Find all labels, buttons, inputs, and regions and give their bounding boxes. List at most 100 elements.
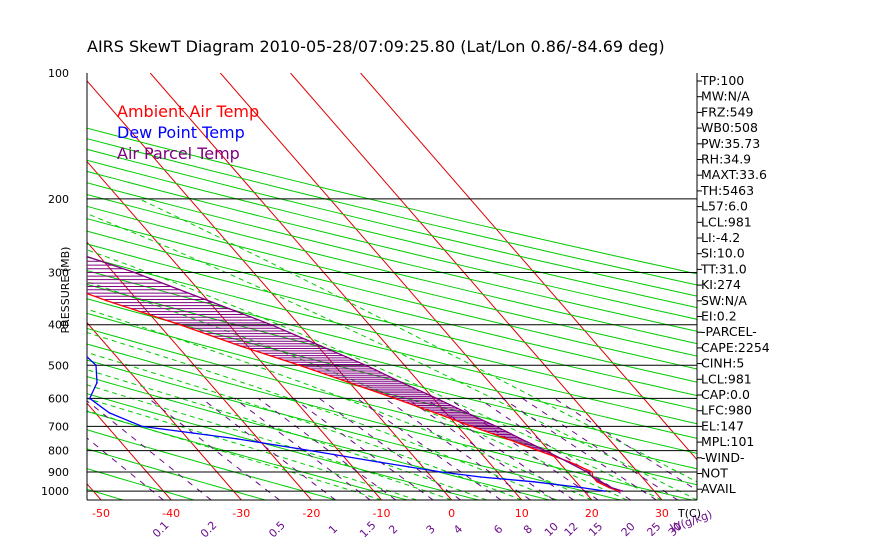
dewpoint-temp-point xyxy=(75,345,77,347)
dry-adiabat-line xyxy=(87,205,697,357)
axis-labels: 1002003004005006007008009001000-120-110-… xyxy=(41,67,714,541)
index-item: TH:5463 xyxy=(700,183,754,198)
pressure-tick-label: 400 xyxy=(48,319,69,332)
moist-adiabat-line xyxy=(87,213,697,500)
dry-adiabat-line xyxy=(87,327,697,486)
dewpoint-temp-point xyxy=(95,364,97,367)
parcel-temp-point xyxy=(520,438,522,440)
isotherm-line xyxy=(87,483,102,500)
dewpoint-temp-line xyxy=(87,355,606,492)
index-item: RH:34.9 xyxy=(701,152,751,167)
index-item: CAP:0.0 xyxy=(701,387,750,402)
mixing-ratio-tick-label: 0.1 xyxy=(150,519,172,541)
parcel-temp-line xyxy=(87,255,623,492)
mixing-ratio-line xyxy=(319,397,461,500)
mixing-ratio-line xyxy=(406,397,555,500)
index-item: EI:0.2 xyxy=(701,309,737,324)
parcel-temp-point xyxy=(270,323,272,326)
mixing-ratio-tick-label: 12 xyxy=(562,520,581,539)
moist-adiabat-line xyxy=(87,369,487,500)
dewpoint-temp-point xyxy=(440,471,443,473)
ambient-temp-point xyxy=(596,481,598,483)
moist-adiabat-line xyxy=(87,384,452,500)
y-axis-label: PRESSURE (MB) xyxy=(59,247,72,334)
parcel-temp-point xyxy=(600,481,603,483)
bottom-temp-tick-label: 30 xyxy=(655,507,669,520)
t-unit-label: T(C) xyxy=(677,507,701,520)
pressure-tick-label: 800 xyxy=(48,445,69,458)
pressure-tick-label: 600 xyxy=(48,392,69,405)
pressure-tick-label: 500 xyxy=(48,359,69,372)
dry-adiabat-line xyxy=(87,256,697,411)
index-item: PW:35.73 xyxy=(701,136,760,151)
dry-adiabat-line xyxy=(87,218,697,370)
parcel-temp-point xyxy=(586,471,588,473)
index-item: SW:N/A xyxy=(701,293,747,308)
series-layer xyxy=(35,239,624,492)
pressure-tick-label: 100 xyxy=(48,67,69,80)
dry-adiabat-line xyxy=(87,283,697,439)
index-item: TP:100 xyxy=(700,73,744,88)
mixing-ratio-line xyxy=(201,397,336,500)
dewpoint-temp-point xyxy=(108,412,111,414)
bottom-temp-tick-label: 0 xyxy=(448,507,455,520)
isotherm-line xyxy=(149,73,523,500)
index-item: KI:274 xyxy=(701,277,741,292)
ambient-temp-point xyxy=(434,412,437,414)
mixing-ratio-tick-label: 0.2 xyxy=(198,519,220,541)
index-item: FRZ:549 xyxy=(701,104,754,119)
parcel-temp-point xyxy=(621,490,624,492)
parcel-temp-point xyxy=(610,486,612,489)
mixing-ratio-line xyxy=(293,397,434,500)
dry-adiabat-line xyxy=(87,193,697,345)
ambient-temp-point xyxy=(348,381,351,384)
dry-adiabat-line xyxy=(87,230,697,383)
mixing-ratio-tick-label: 3 xyxy=(424,522,438,536)
isotherm-line xyxy=(87,402,172,500)
index-item: EL:147 xyxy=(701,418,744,433)
mixing-ratio-tick-label: 4 xyxy=(451,522,465,536)
mixing-ratio-tick-label: 15 xyxy=(586,520,605,539)
index-item: LCL:981 xyxy=(701,371,752,386)
mixing-ratio-tick-label: 1.5 xyxy=(357,519,379,541)
bottom-temp-tick-label: -10 xyxy=(372,507,390,520)
isotherm-line xyxy=(87,321,242,500)
mixing-ratio-line xyxy=(233,398,371,500)
mixing-ratio-tick-label: 6 xyxy=(491,522,505,536)
index-item: MW:N/A xyxy=(701,89,750,104)
ambient-temp-point xyxy=(537,449,540,452)
pressure-tick-label: 200 xyxy=(48,193,69,206)
ambient-temp-point xyxy=(179,323,181,326)
dry-adiabat-line xyxy=(87,312,697,470)
dewpoint-temp-point xyxy=(375,460,377,463)
ambient-temp-point xyxy=(105,299,107,302)
parcel-temp-point xyxy=(365,364,367,367)
legend-dewpoint: Dew Point Temp xyxy=(117,123,245,142)
parcel-temp-point xyxy=(544,449,547,452)
bottom-temp-tick-label: -30 xyxy=(232,507,250,520)
parcel-temp-point xyxy=(436,397,438,400)
bottom-temp-tick-label: -50 xyxy=(92,507,110,520)
isotherm-line xyxy=(0,73,31,500)
index-item: TT:31.0 xyxy=(700,261,747,276)
mixing-ratio-line xyxy=(356,397,502,500)
index-item: LFC:980 xyxy=(701,403,752,418)
mixing-ratio-tick-label: 2 xyxy=(386,522,400,536)
dry-adiabat-line xyxy=(87,298,697,454)
dewpoint-temp-point xyxy=(141,425,143,428)
dry-adiabat-line xyxy=(87,138,697,286)
dry-adiabat-line xyxy=(87,376,552,500)
dry-adiabat-line xyxy=(87,127,697,275)
moist-adiabat-line xyxy=(87,281,628,500)
dewpoint-temp-point xyxy=(96,381,98,384)
index-item: AVAIL xyxy=(701,481,736,496)
pressure-tick-label: 300 xyxy=(48,267,69,280)
pressure-tick-label: 1000 xyxy=(41,485,69,498)
dry-adiabat-line xyxy=(87,182,697,332)
parcel-temp-point xyxy=(35,239,37,241)
index-item: LI:-4.2 xyxy=(701,230,740,245)
index-item: CINH:5 xyxy=(701,356,744,371)
ambient-temp-point xyxy=(591,471,593,473)
dewpoint-temp-point xyxy=(236,438,238,440)
